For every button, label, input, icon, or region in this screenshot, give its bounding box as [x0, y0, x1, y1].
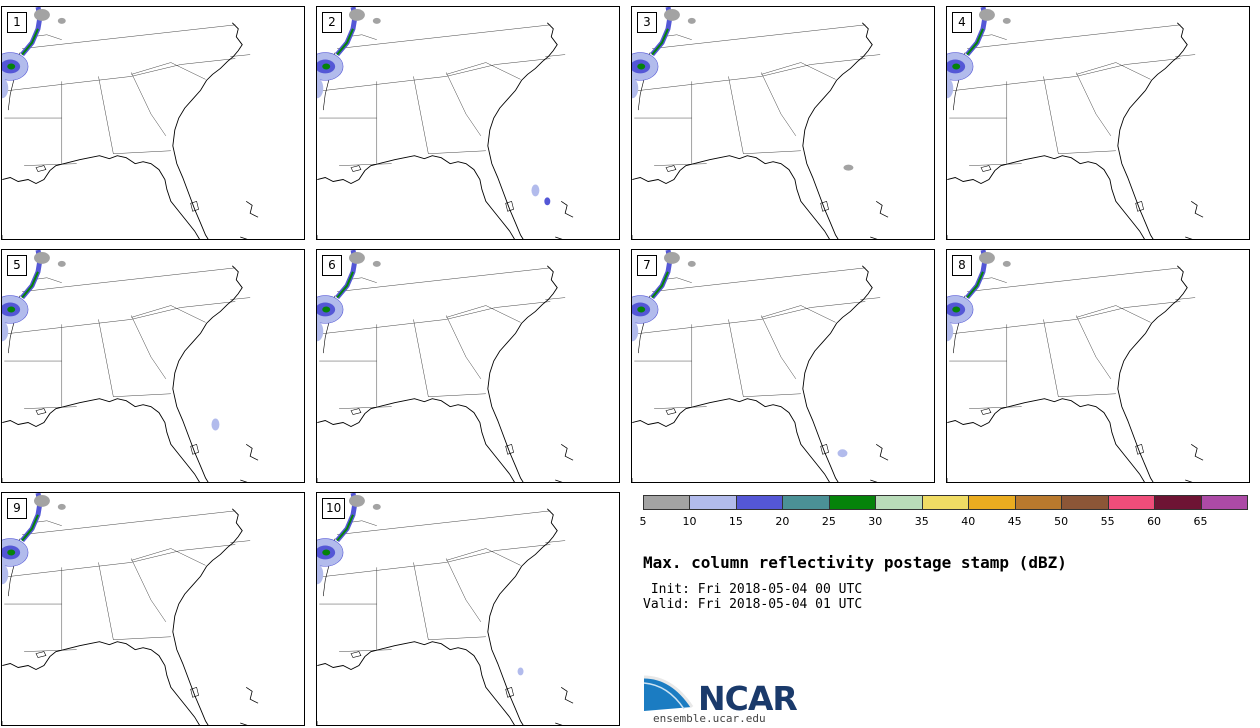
- member-panel-10: 10: [316, 492, 620, 726]
- colorbar-bin: [968, 495, 1016, 510]
- colorbar-bin: [643, 495, 691, 510]
- map-canvas: [632, 7, 889, 239]
- ncar-logo: NCAR ensemble.ucar.edu: [642, 671, 812, 726]
- member-label: 1: [7, 12, 27, 33]
- colorbar-tick-label: 35: [914, 515, 929, 528]
- member-label: 10: [322, 498, 346, 519]
- colorbar-bin: [1154, 495, 1202, 510]
- member-panel-4: 4: [946, 6, 1250, 240]
- map-canvas: [947, 7, 1204, 239]
- member-panel-1: 1: [1, 6, 305, 240]
- colorbar-tick-label: 15: [728, 515, 743, 528]
- colorbar-bin: [1014, 495, 1063, 510]
- member-label: 3: [637, 12, 657, 33]
- member-label: 5: [7, 255, 27, 276]
- member-panel-3: 3: [631, 6, 935, 240]
- colorbar-tick-label: 20: [775, 515, 790, 528]
- colorbar-bin: [1107, 495, 1156, 510]
- colorbar-bin: [782, 495, 830, 510]
- colorbar-bin: [875, 495, 923, 510]
- member-label: 2: [322, 12, 342, 33]
- map-canvas: [317, 7, 574, 239]
- member-label: 6: [322, 255, 342, 276]
- colorbar-tick-label: 40: [961, 515, 976, 528]
- reflectivity-colorbar: 5 10 15 20 25 30 35 40 45 50 55 60 65: [639, 495, 1248, 528]
- member-label: 9: [7, 498, 27, 519]
- colorbar-tick-label: 5: [639, 515, 647, 528]
- colorbar-bin: [689, 495, 737, 510]
- member-panel-8: 8: [946, 249, 1250, 483]
- map-canvas: [317, 250, 574, 482]
- colorbar-tick-label: 45: [1007, 515, 1022, 528]
- colorbar-bin: [1061, 495, 1109, 510]
- member-label: 8: [952, 255, 972, 276]
- map-canvas: [632, 250, 889, 482]
- map-canvas: [317, 493, 574, 725]
- member-label: 7: [637, 255, 657, 276]
- member-label: 4: [952, 12, 972, 33]
- map-canvas: [2, 493, 259, 725]
- colorbar-tick-label: 60: [1147, 515, 1162, 528]
- member-panel-7: 7: [631, 249, 935, 483]
- map-canvas: [2, 7, 259, 239]
- colorbar-tick-label: 50: [1054, 515, 1069, 528]
- colorbar-tick-label: 25: [821, 515, 836, 528]
- member-panel-2: 2: [316, 6, 620, 240]
- logo-url: ensemble.ucar.edu: [653, 712, 766, 725]
- colorbar-bin: [1200, 495, 1248, 510]
- colorbar-tick-label: 10: [682, 515, 697, 528]
- colorbar-bin: [921, 495, 970, 510]
- colorbar-tick-label: 65: [1193, 515, 1208, 528]
- colorbar-tick-label: 30: [868, 515, 883, 528]
- ncar-swoosh-icon: [643, 675, 694, 711]
- plot-title: Max. column reflectivity postage stamp (…: [643, 553, 1067, 572]
- map-canvas: [2, 250, 259, 482]
- member-panel-6: 6: [316, 249, 620, 483]
- member-panel-5: 5: [1, 249, 305, 483]
- map-canvas: [947, 250, 1204, 482]
- valid-time: Valid: Fri 2018-05-04 01 UTC: [643, 597, 863, 612]
- member-panel-9: 9: [1, 492, 305, 726]
- colorbar-bin: [828, 495, 877, 510]
- colorbar-tick-label: 55: [1100, 515, 1115, 528]
- logo-text: NCAR: [698, 679, 798, 718]
- init-time: Init: Fri 2018-05-04 00 UTC: [643, 582, 863, 597]
- colorbar-bin: [735, 495, 784, 510]
